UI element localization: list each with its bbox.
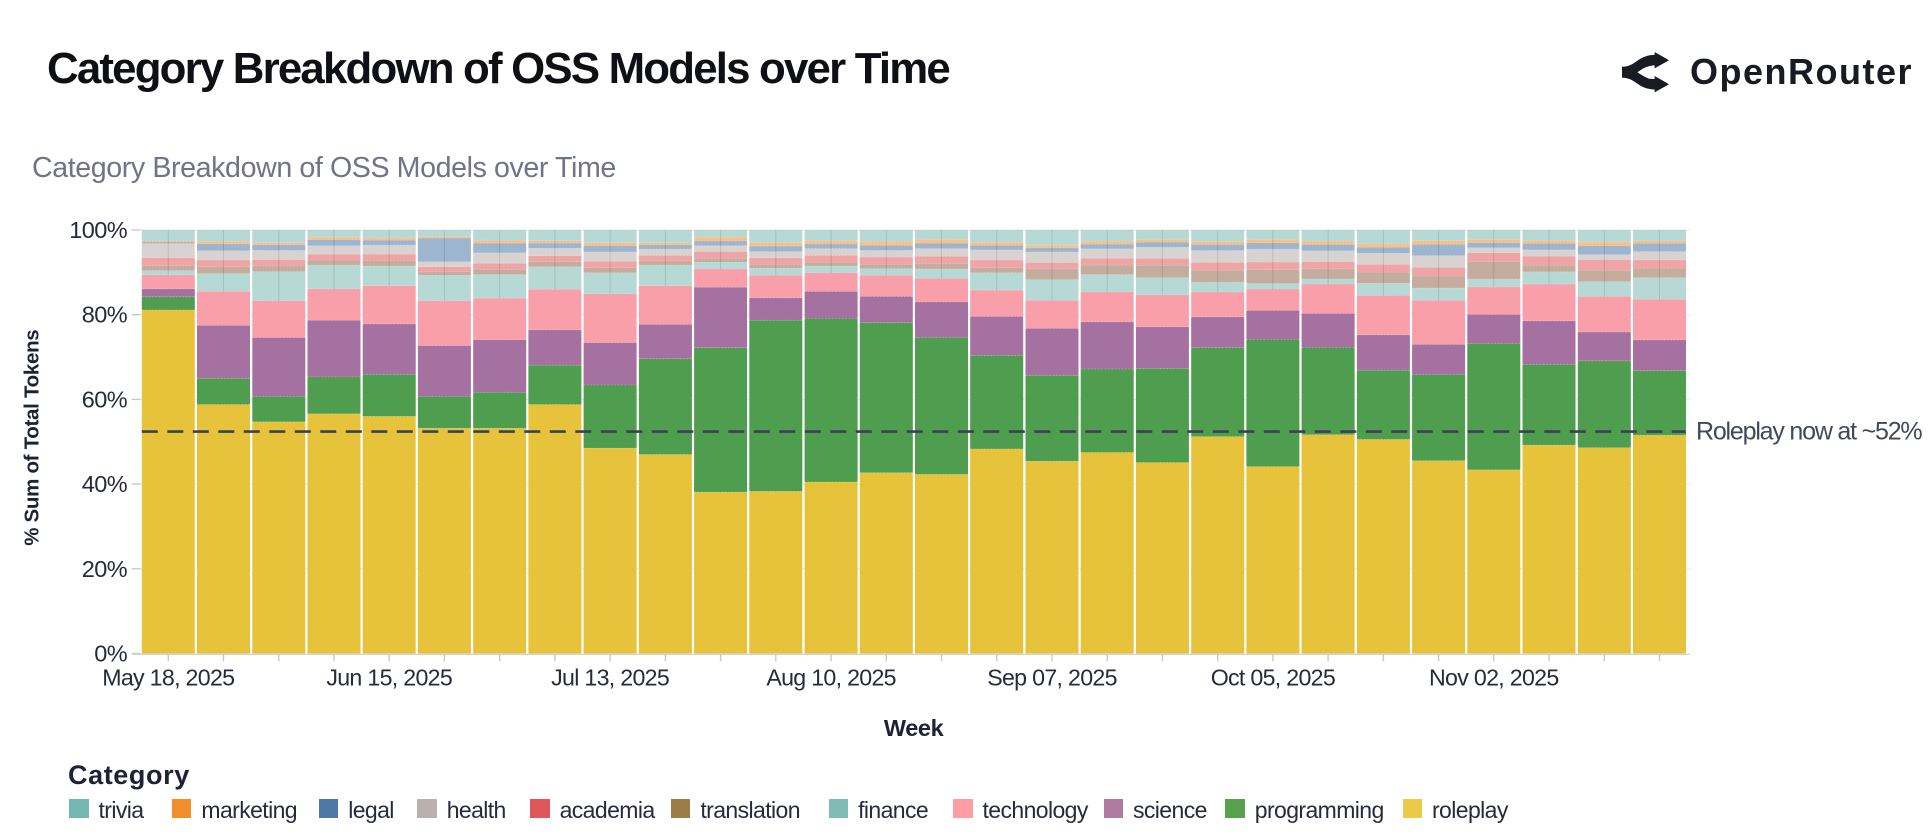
svg-text:0%: 0% xyxy=(94,641,127,667)
svg-text:Roleplay now at ~52%: Roleplay now at ~52% xyxy=(1696,418,1922,446)
svg-text:80%: 80% xyxy=(82,302,128,328)
svg-text:Oct 05, 2025: Oct 05, 2025 xyxy=(1211,665,1335,691)
svg-text:60%: 60% xyxy=(82,386,128,412)
svg-text:40%: 40% xyxy=(82,471,128,497)
svg-text:100%: 100% xyxy=(69,217,127,243)
svg-text:Sep 07, 2025: Sep 07, 2025 xyxy=(987,665,1117,691)
svg-text:% Sum of Total Tokens: % Sum of Total Tokens xyxy=(21,330,44,546)
svg-text:May 18, 2025: May 18, 2025 xyxy=(102,665,234,691)
svg-text:Nov 02, 2025: Nov 02, 2025 xyxy=(1429,665,1559,691)
svg-text:Jul 13, 2025: Jul 13, 2025 xyxy=(551,665,669,691)
svg-text:Aug 10, 2025: Aug 10, 2025 xyxy=(766,665,896,691)
svg-text:Jun 15, 2025: Jun 15, 2025 xyxy=(326,665,452,691)
svg-text:Week: Week xyxy=(884,715,945,741)
svg-text:20%: 20% xyxy=(82,556,128,582)
